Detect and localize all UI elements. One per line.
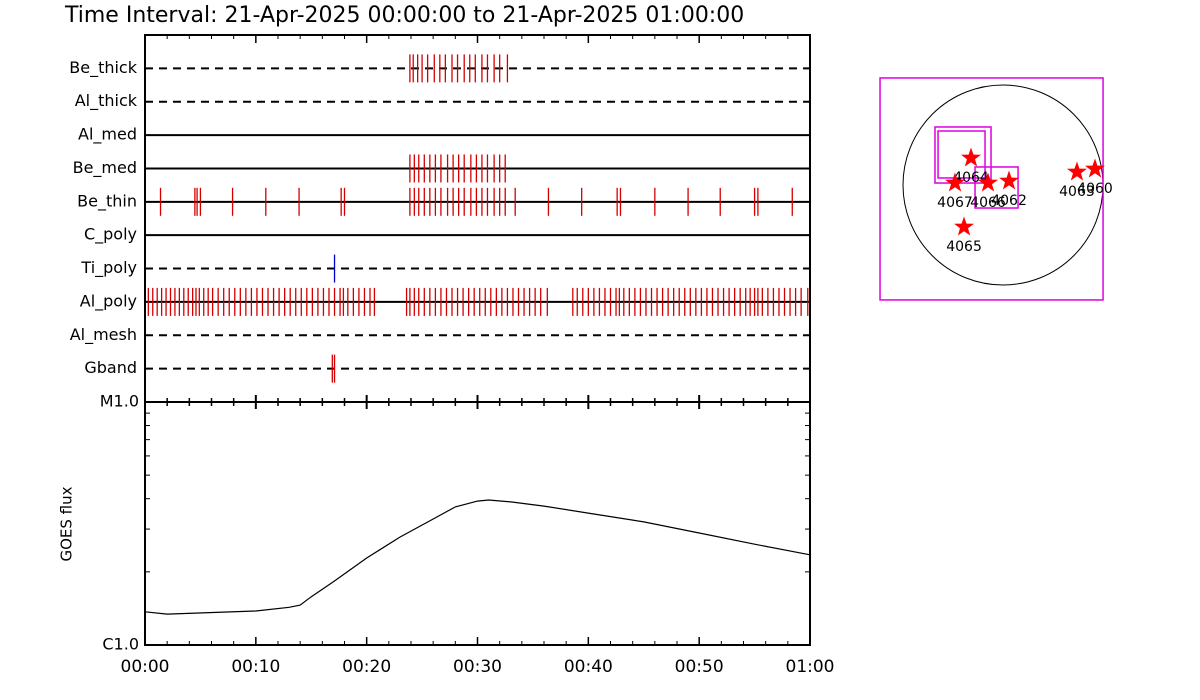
chart-title: Time Interval: 21-Apr-2025 00:00:00 to 2… <box>64 3 744 28</box>
row-label: Be_thin <box>77 191 137 211</box>
x-tick-label: 00:00 <box>121 657 170 677</box>
row-label: Gband <box>84 358 137 377</box>
fov-box <box>974 166 1019 209</box>
fov-box <box>934 126 992 184</box>
row-label: Al_med <box>78 125 137 145</box>
y-tick-label: M1.0 <box>100 392 139 411</box>
x-tick-label: 00:50 <box>675 657 724 677</box>
region-label: 4066 <box>970 195 1006 211</box>
x-tick-label: 01:00 <box>786 657 835 677</box>
goes-frame <box>144 401 811 646</box>
region-label: 4062 <box>991 193 1027 209</box>
row-label: Al_mesh <box>70 325 137 345</box>
region-star <box>961 147 981 167</box>
x-tick-label: 00:40 <box>564 657 613 677</box>
region-star <box>978 172 998 192</box>
row-label: Be_thick <box>69 58 137 78</box>
region-star <box>954 216 974 236</box>
row-label: Ti_poly <box>80 258 137 278</box>
x-tick-label: 00:30 <box>453 657 502 677</box>
y-tick-label: C1.0 <box>102 635 139 654</box>
region-label: 4063 <box>1059 184 1095 200</box>
x-tick-label: 00:20 <box>342 657 391 677</box>
region-label: 4064 <box>953 170 989 186</box>
y-axis-label: GOES flux <box>58 486 76 561</box>
row-label: Al_thick <box>75 91 138 111</box>
region-star <box>945 172 965 192</box>
row-label: Be_med <box>73 158 137 178</box>
row-label: Al_poly <box>80 291 137 311</box>
region-label: 4060 <box>1077 181 1113 197</box>
region-label: 4065 <box>946 239 982 255</box>
x-tick-label: 00:10 <box>231 657 280 677</box>
fov-box <box>937 130 986 179</box>
region-star <box>999 170 1019 190</box>
row-label: C_poly <box>84 225 137 245</box>
fov-box <box>879 77 1104 301</box>
region-label: 4067 <box>937 195 973 211</box>
region-star <box>1067 161 1087 181</box>
region-star <box>1085 158 1105 178</box>
timeline-frame <box>144 34 811 403</box>
goes-line <box>144 499 811 615</box>
